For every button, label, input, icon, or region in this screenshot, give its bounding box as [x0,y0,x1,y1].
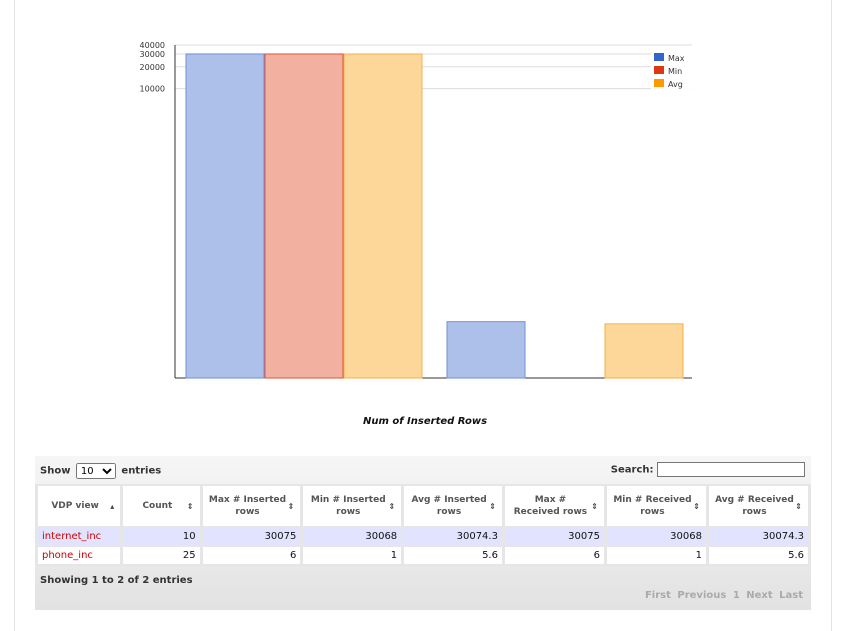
column-header-label: Min # Inserted rows [310,495,386,517]
pager-next-button[interactable]: Next [746,590,773,601]
page-border-right [831,0,832,631]
table-cell: 5.6 [708,547,808,564]
sort-both-icon: ⇕ [388,502,396,511]
sort-both-icon: ⇕ [795,502,802,511]
table-cell: 5.6 [404,547,502,564]
length-label-pre: Show [40,465,71,477]
column-header-label: Avg # Inserted rows [411,495,487,517]
table-cell: 6 [202,547,301,564]
column-header-label: Min # Received rows [613,495,692,517]
y-tick-label: 10000 [140,85,165,94]
column-header-label: Avg # Received rows [715,495,794,517]
column-header-label: Max # Received rows [513,495,588,517]
length-label-post: entries [121,465,162,477]
legend-swatch-max [654,53,664,61]
table-cell: 30074.3 [708,528,808,545]
y-tick-label: 20000 [140,63,165,72]
length-control: Show 10 entries [40,463,161,479]
table-cell: 25 [123,547,200,564]
table-cell: 1 [606,547,706,564]
table-toolbar: Show 10 entries Search: [35,456,811,484]
table-header-row: VDP view ▴ Count ⇕ Max # Inserted rows ⇕ Min #… [38,486,808,526]
table-info: Showing 1 to 2 of 2 entries [40,575,193,586]
table-cell: 30068 [303,528,402,545]
search-control: Search: [611,462,805,477]
column-header[interactable]: VDP view ▴ [38,486,121,526]
legend-label-max: Max [668,54,685,63]
bar-max-internet_inc [185,53,265,379]
sort-both-icon: ⇕ [186,502,194,511]
column-header-label: VDP view [51,501,99,511]
pager-page-1-button[interactable]: 1 [732,590,740,601]
row-name-cell[interactable]: phone_inc [38,547,121,564]
row-name-cell[interactable]: internet_inc [38,528,121,545]
legend-label-min: Min [668,67,682,76]
table-cell: 10 [123,528,200,545]
chart-title: Num of Inserted Rows [362,416,488,427]
legend-swatch-avg [654,79,664,87]
table-cell: 30074.3 [404,528,502,545]
search-label: Search: [610,464,654,476]
column-header-label: Max # Inserted rows [208,495,287,517]
sort-both-icon: ⇕ [693,502,700,511]
bar-avg-internet_inc [343,53,423,379]
sort-both-icon: ⇕ [287,502,295,511]
column-header[interactable]: Avg # Inserted rows ⇕ [404,486,502,526]
y-tick-label: 30000 [140,50,165,59]
table-cell: 6 [504,547,604,564]
data-table: VDP view ▴ Count ⇕ Max # Inserted rows ⇕ Min #… [35,484,811,566]
table-row: phone_inc 25 6 1 5.6 6 1 5.6 [38,547,808,564]
table-cell: 30068 [606,528,706,545]
column-header[interactable]: Avg # Received rows ⇕ [708,486,808,526]
pager-first-button[interactable]: First [644,590,671,601]
pagination: First Previous 1 Next Last [642,590,803,601]
table-body: internet_inc 10 30075 30068 30074.3 30075 3006… [38,528,808,564]
bar-avg-phone_inc [604,323,684,379]
pager-previous-button[interactable]: Previous [677,590,727,601]
table-cell: 1 [303,547,402,564]
bar-max-phone_inc [446,321,526,379]
legend-label-avg: Avg [668,80,683,89]
sort-both-icon: ⇕ [591,502,598,511]
data-table-wrapper: Show 10 entries Search: VDP view ▴ Count ⇕ M… [35,456,811,610]
page-border-left [14,0,15,631]
entries-select[interactable]: 10 [75,463,116,479]
sort-asc-icon: ▴ [110,502,115,511]
sort-both-icon: ⇕ [489,502,496,511]
table-row: internet_inc 10 30075 30068 30074.3 30075 3006… [38,528,808,545]
table-cell: 30075 [504,528,604,545]
y-tick-label: 40000 [140,41,165,50]
column-header[interactable]: Count ⇕ [123,486,200,526]
search-input[interactable] [657,462,805,477]
bar-min-internet_inc [264,53,344,379]
column-header-label: Count [142,501,173,511]
column-header[interactable]: Min # Received rows ⇕ [606,486,706,526]
column-header[interactable]: Min # Inserted rows ⇕ [303,486,402,526]
pager-last-button[interactable]: Last [779,590,803,601]
column-header[interactable]: Max # Inserted rows ⇕ [202,486,301,526]
table-cell: 30075 [202,528,301,545]
column-header[interactable]: Max # Received rows ⇕ [504,486,604,526]
legend-swatch-min [654,66,664,74]
